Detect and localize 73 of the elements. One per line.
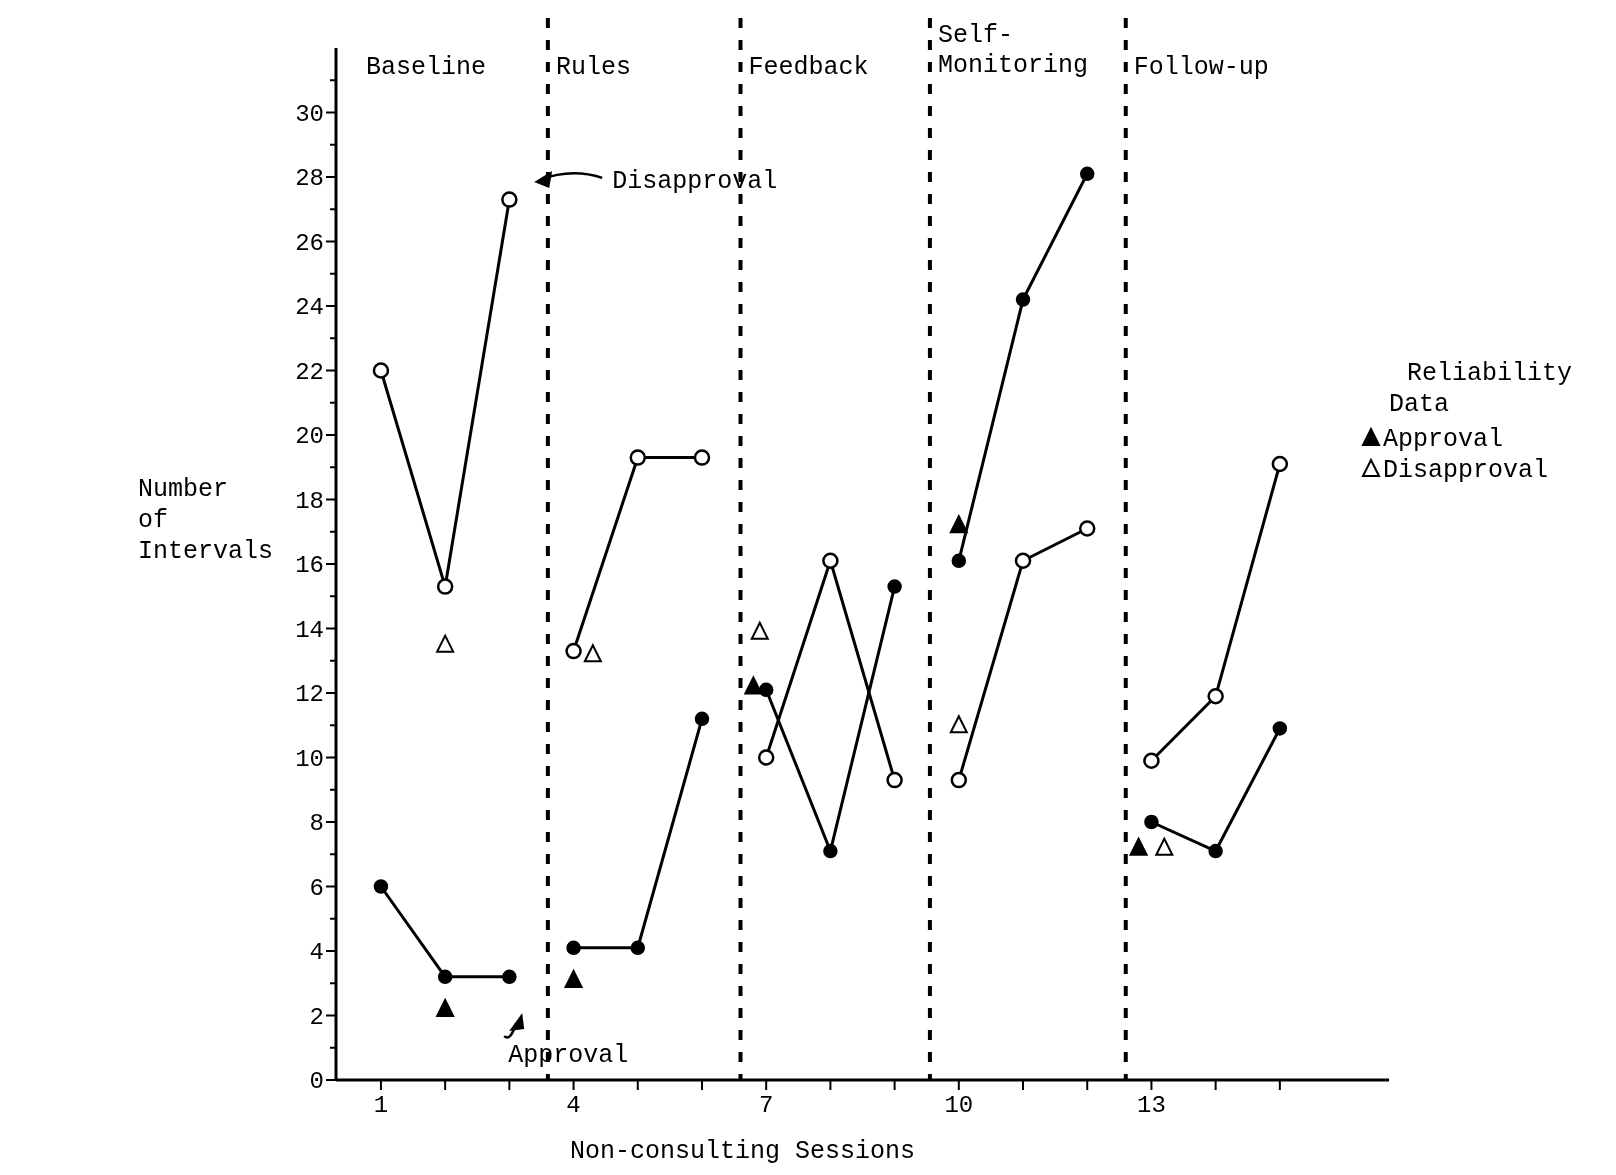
- point: [501, 191, 518, 208]
- point: [744, 676, 763, 695]
- y-axis-title: Number of Intervals: [138, 475, 274, 566]
- point: [1079, 166, 1095, 182]
- x-tick-label: 13: [1137, 1092, 1166, 1119]
- point: [693, 449, 711, 466]
- point: [694, 711, 710, 727]
- point: [949, 715, 968, 734]
- y-tick-label: 24: [295, 294, 324, 322]
- annotation: Baseline: [366, 53, 487, 82]
- point: [887, 579, 902, 594]
- annotation: Feedback: [748, 53, 869, 82]
- point: [1129, 837, 1148, 856]
- y-tick-label: 28: [295, 165, 324, 193]
- point: [949, 515, 968, 534]
- y-tick-label: 30: [295, 100, 324, 128]
- point: [1272, 721, 1288, 736]
- point: [630, 940, 646, 956]
- y-tick-label: 8: [309, 810, 324, 838]
- point: [1208, 843, 1223, 859]
- point: [1144, 814, 1159, 830]
- y-tick-label: 14: [295, 616, 324, 644]
- point: [583, 644, 602, 663]
- point: [1015, 292, 1031, 307]
- point: [822, 552, 839, 570]
- y-tick-label: 16: [295, 552, 324, 580]
- point: [1014, 552, 1032, 570]
- point: [502, 969, 517, 985]
- point: [1271, 455, 1289, 473]
- point: [950, 771, 968, 789]
- point: [1207, 687, 1224, 705]
- point: [1078, 520, 1096, 537]
- x-tick-label: 10: [944, 1092, 974, 1119]
- y-tick-label: 22: [295, 358, 324, 386]
- point: [1155, 837, 1174, 856]
- annotation: Approval: [508, 1041, 629, 1071]
- point: [566, 940, 581, 956]
- annotation: Disapproval: [612, 166, 778, 196]
- legend-label: Approval: [1383, 425, 1504, 454]
- annotation: Follow-up: [1133, 53, 1269, 82]
- y-tick-label: 10: [295, 745, 324, 773]
- y-tick-label: 26: [295, 229, 324, 257]
- point: [564, 970, 583, 989]
- x-tick-label: 4: [566, 1092, 581, 1119]
- y-tick-label: 12: [295, 681, 324, 709]
- legend-title: Reliability Data: [1389, 359, 1573, 419]
- y-tick-label: 2: [309, 1003, 324, 1031]
- point: [436, 578, 454, 595]
- point: [436, 634, 455, 653]
- x-tick-label: 1: [373, 1092, 389, 1119]
- point: [757, 749, 775, 766]
- annotation: Self-Monitoring: [937, 21, 1088, 80]
- point: [565, 642, 582, 660]
- point: [436, 999, 455, 1018]
- y-tick-label: 20: [295, 423, 324, 451]
- y-tick-label: 6: [309, 874, 324, 902]
- point: [437, 969, 453, 985]
- x-tick-label: 7: [758, 1092, 774, 1119]
- annotation: Rules: [555, 53, 631, 82]
- y-tick-label: 4: [309, 939, 324, 967]
- point: [886, 771, 903, 789]
- point: [373, 879, 389, 894]
- point: [372, 362, 390, 379]
- legend-label: Disapproval: [1383, 456, 1549, 485]
- y-tick-label: 0: [309, 1068, 324, 1096]
- point: [629, 449, 647, 466]
- y-tick-label: 18: [295, 487, 324, 515]
- x-axis-title: Non-consulting Sessions: [569, 1137, 916, 1166]
- point: [758, 682, 774, 698]
- point: [823, 843, 838, 859]
- point: [750, 621, 769, 640]
- point: [951, 553, 967, 569]
- point: [1143, 752, 1160, 769]
